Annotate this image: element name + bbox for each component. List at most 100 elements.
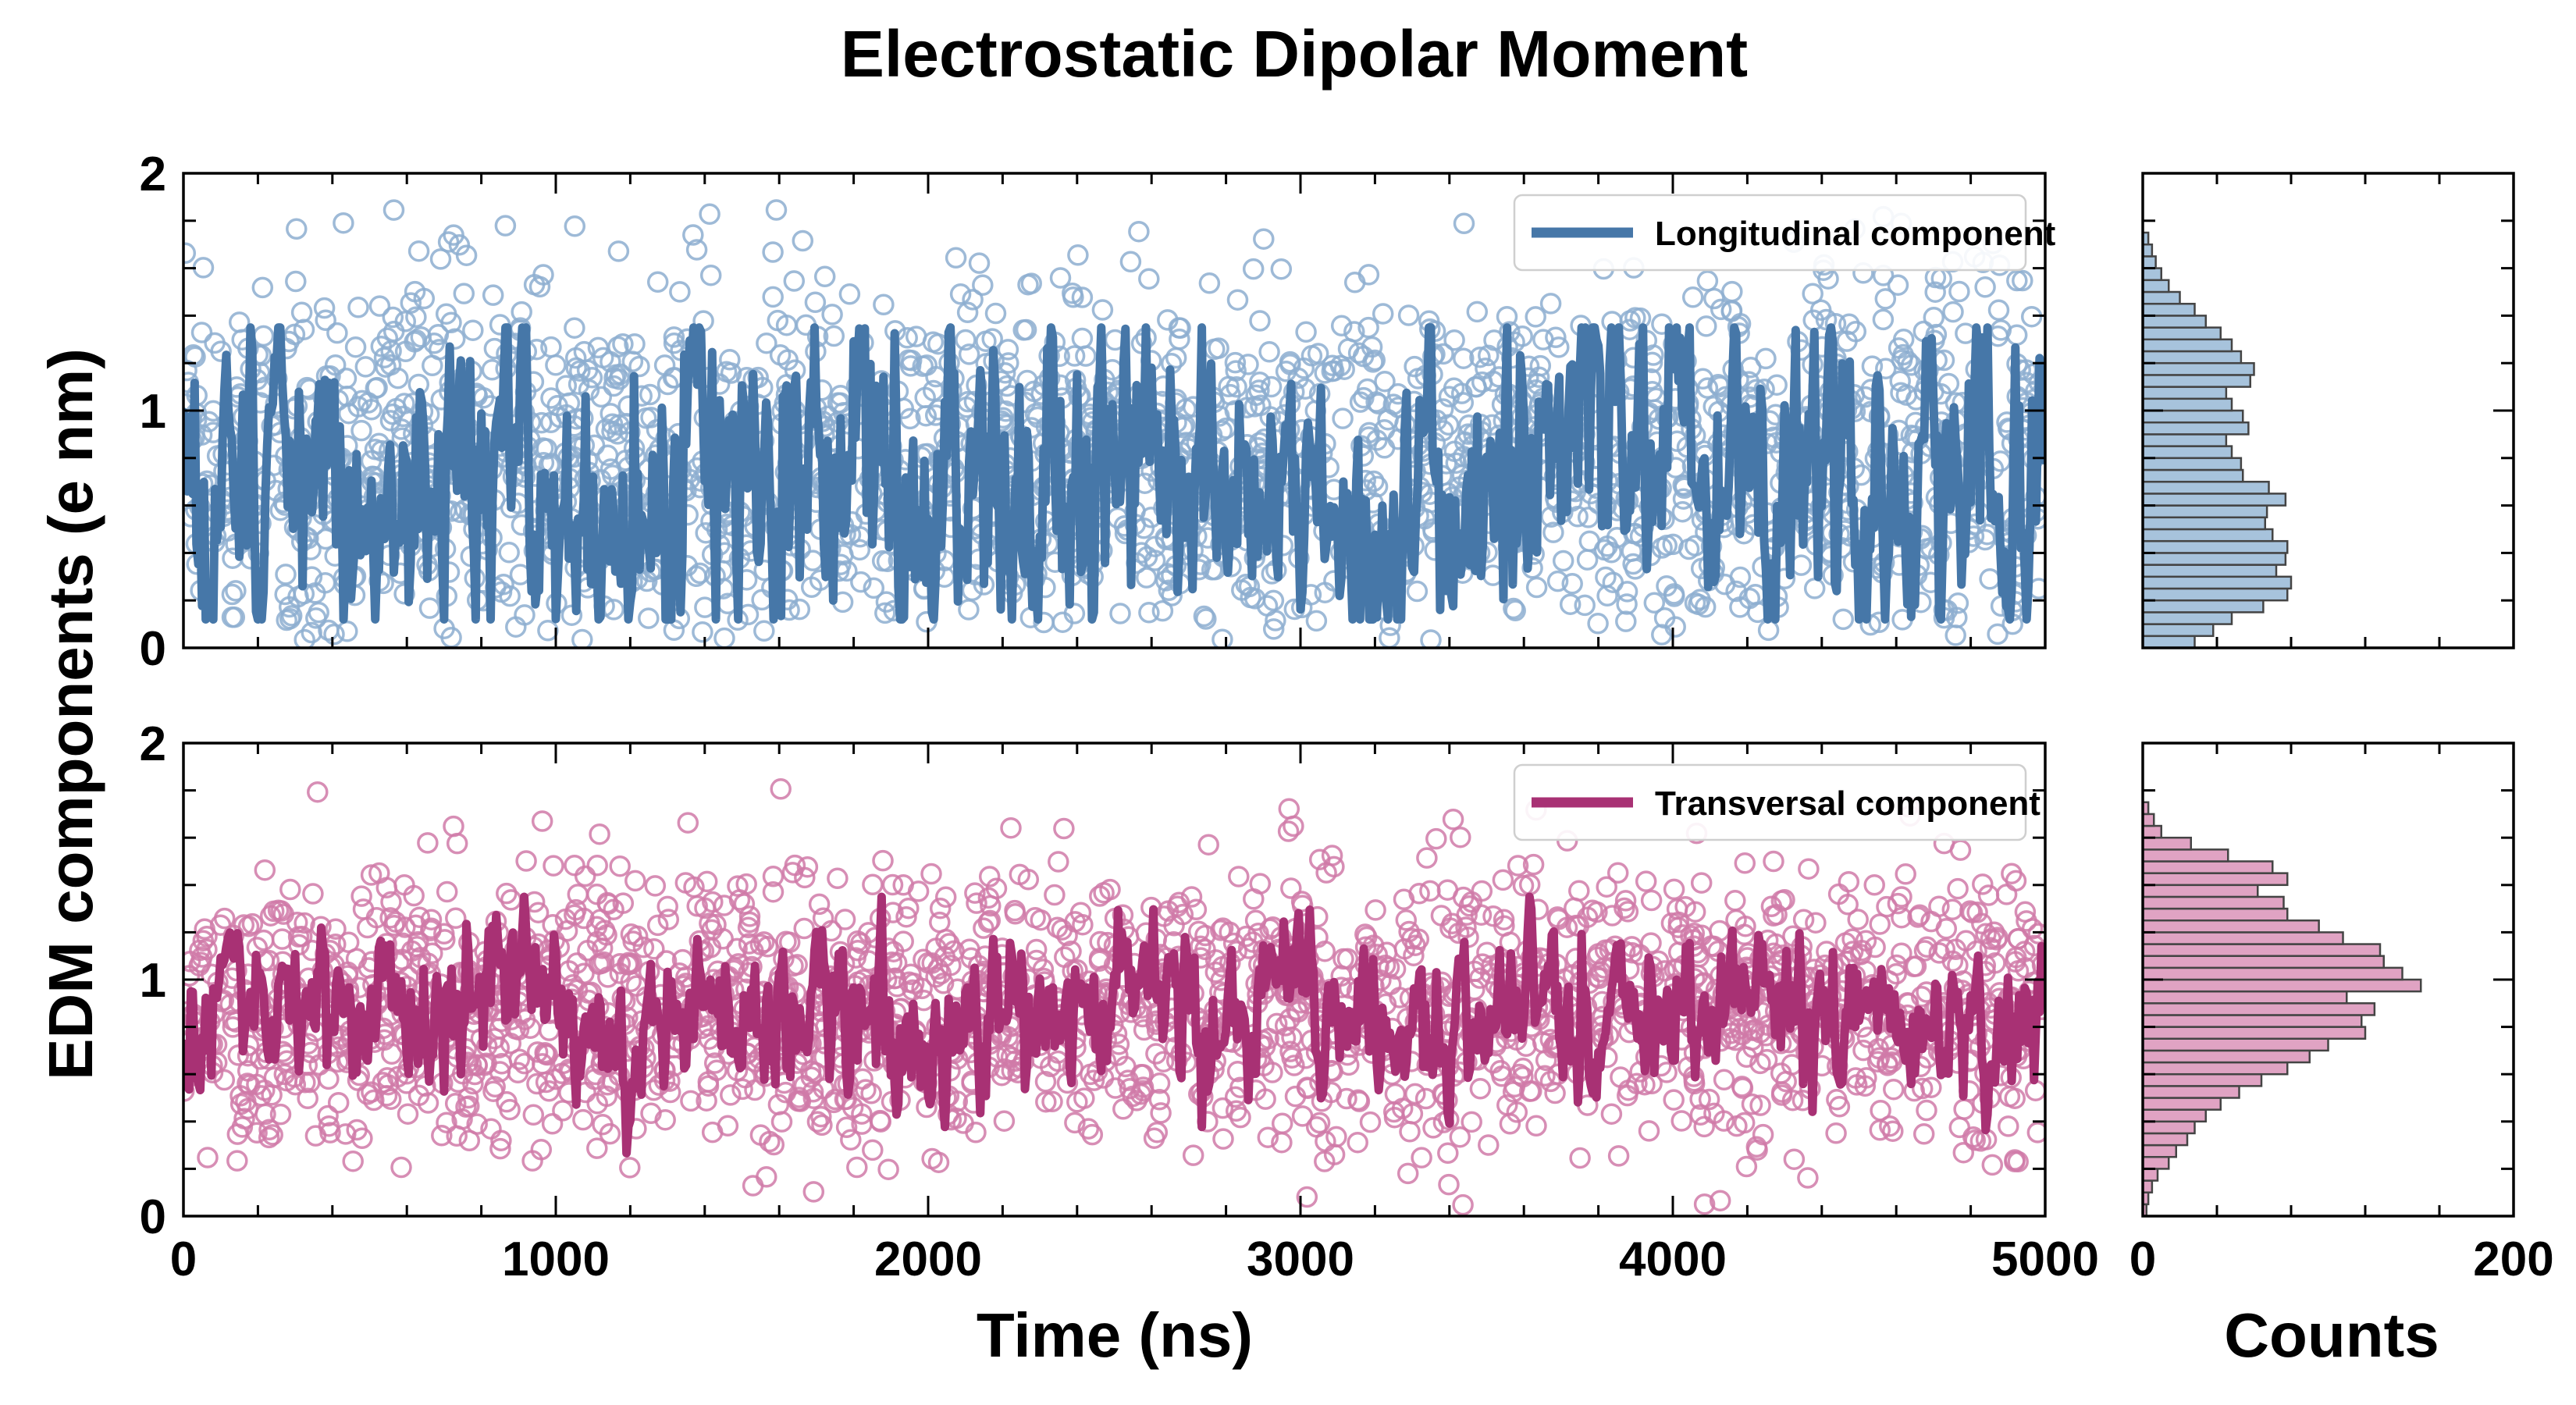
bottom-scatter-point (1895, 863, 1916, 885)
top-scatter-point (564, 215, 586, 237)
top-scatter-point (1729, 596, 1751, 618)
top-histogram-bar (2141, 611, 2233, 625)
bottom-scatter-point (1805, 912, 1827, 934)
top-scatter-point (1720, 301, 1742, 322)
bottom-scatter-point (1053, 817, 1075, 840)
bottom-scatter-point (586, 1137, 608, 1159)
top-scatter-point (592, 347, 614, 369)
bottom-scatter-point (1081, 1123, 1104, 1146)
bottom-histogram-bar (2141, 1144, 2177, 1158)
top-scatter-point (699, 264, 722, 286)
x-tick-label: 1000 (502, 1232, 610, 1286)
top-y-tick-label: 1 (140, 385, 166, 439)
top-scatter-point (1453, 212, 1475, 235)
top-scatter-point (514, 604, 535, 626)
top-scatter-point (955, 329, 977, 351)
bottom-scatter-point (1690, 872, 1713, 894)
bottom-histogram-bar (2141, 931, 2344, 945)
top-scatter-point (440, 311, 462, 334)
top-scatter-point (1138, 268, 1160, 290)
bottom-scatter-point (1953, 1098, 1975, 1120)
bottom-scatter-point (1826, 1089, 1848, 1111)
top-scatter-point (1157, 309, 1179, 331)
top-scatter-point (1071, 286, 1094, 308)
top-scatter-point (751, 589, 773, 611)
bottom-scatter-point (1452, 1193, 1474, 1216)
top-scatter-point (1333, 358, 1355, 380)
bottom-scatter-point (1108, 1033, 1130, 1055)
bottom-scatter-point (1693, 1115, 1715, 1138)
top-scatter-point (204, 332, 226, 354)
top-scatter-point (221, 583, 244, 606)
top-scatter-point (228, 311, 251, 333)
top-scatter-point (607, 240, 630, 262)
top-scatter-point (1688, 593, 1710, 616)
bottom-scatter-point (1437, 1142, 1459, 1165)
bottom-scatter-point (1397, 1162, 1419, 1185)
top-scatter-point (1561, 573, 1583, 595)
top-scatter-point (1452, 392, 1475, 414)
bottom-scatter-point (1525, 1115, 1547, 1137)
top-histogram-bar (2141, 290, 2181, 305)
x-tick-label: 5000 (1991, 1232, 2099, 1286)
bottom-scatter-point (1724, 890, 1746, 912)
top-scatter-point (498, 542, 520, 564)
bottom-scatter-point (1948, 1116, 1971, 1139)
bottom-scatter-point (197, 1147, 219, 1168)
top-scatter-point (1838, 313, 1860, 336)
top-scatter-point (1062, 286, 1084, 308)
top-scatter-point (197, 411, 220, 432)
top-scatter-point (2006, 269, 2028, 292)
top-scatter-point (635, 570, 658, 592)
top-scatter-point (568, 373, 590, 395)
top-scatter-point (1755, 347, 1777, 370)
top-scatter-point (1347, 342, 1370, 365)
top-histogram-bar (2141, 433, 2228, 447)
top-scatter-point (1545, 326, 1567, 349)
top-scatter-point (1295, 321, 1317, 343)
bottom-scatter-point (1869, 913, 1891, 935)
bottom-scatter-point (589, 823, 610, 845)
top-scatter-point (962, 289, 984, 311)
bottom-scatter-point (318, 1068, 340, 1090)
top-scatter-point (1525, 576, 1548, 599)
top-scatter-point (838, 283, 861, 305)
top-scatter-point (1322, 354, 1343, 377)
bottom-scatter-point (900, 963, 922, 986)
bottom-histogram-bar (2141, 813, 2155, 827)
top-scatter-point (669, 281, 691, 303)
top-scatter-point (1942, 301, 1964, 323)
bottom-histogram-bar (2141, 884, 2259, 898)
bottom-scatter-point (1073, 1087, 1095, 1109)
top-histogram-bar (2141, 635, 2196, 649)
top-scatter-point (984, 302, 1007, 325)
top-scatter-point (804, 291, 827, 314)
bottom-histogram-bar (2141, 990, 2348, 1005)
bottom-histogram-bar (2141, 1002, 2376, 1016)
bottom-scatter-point (436, 880, 458, 903)
bottom-scatter-point (241, 912, 264, 935)
bottom-scatter-point (1325, 1126, 1347, 1148)
top-scatter-point (1091, 299, 1114, 321)
top-scatter-point (333, 212, 354, 234)
bottom-scatter-point (1734, 852, 1756, 874)
hist-x-axis-label: Counts (2224, 1300, 2439, 1370)
top-scatter-point (523, 273, 546, 296)
top-scatter-point (621, 350, 644, 372)
bottom-scatter-point (1972, 873, 1994, 895)
top-scatter-point (1757, 619, 1780, 642)
bottom-scatter-point (731, 1078, 753, 1101)
bottom-scatter-point (586, 854, 608, 877)
top-scatter-point (305, 607, 327, 629)
bottom-histogram-bar (2141, 1156, 2170, 1170)
top-scatter-point (1528, 366, 1550, 389)
bottom-scatter-point (720, 1084, 742, 1106)
bottom-scatter-point (1670, 1110, 1692, 1132)
scatter-layer (183, 199, 2045, 1216)
top-scatter-point (1464, 375, 1487, 398)
bottom-scatter-point (872, 849, 894, 872)
top-scatter-point (1887, 274, 1909, 296)
top-scatter-point (1948, 280, 1970, 303)
top-scatter-point (275, 564, 297, 585)
top-scatter-point (1987, 623, 2008, 646)
